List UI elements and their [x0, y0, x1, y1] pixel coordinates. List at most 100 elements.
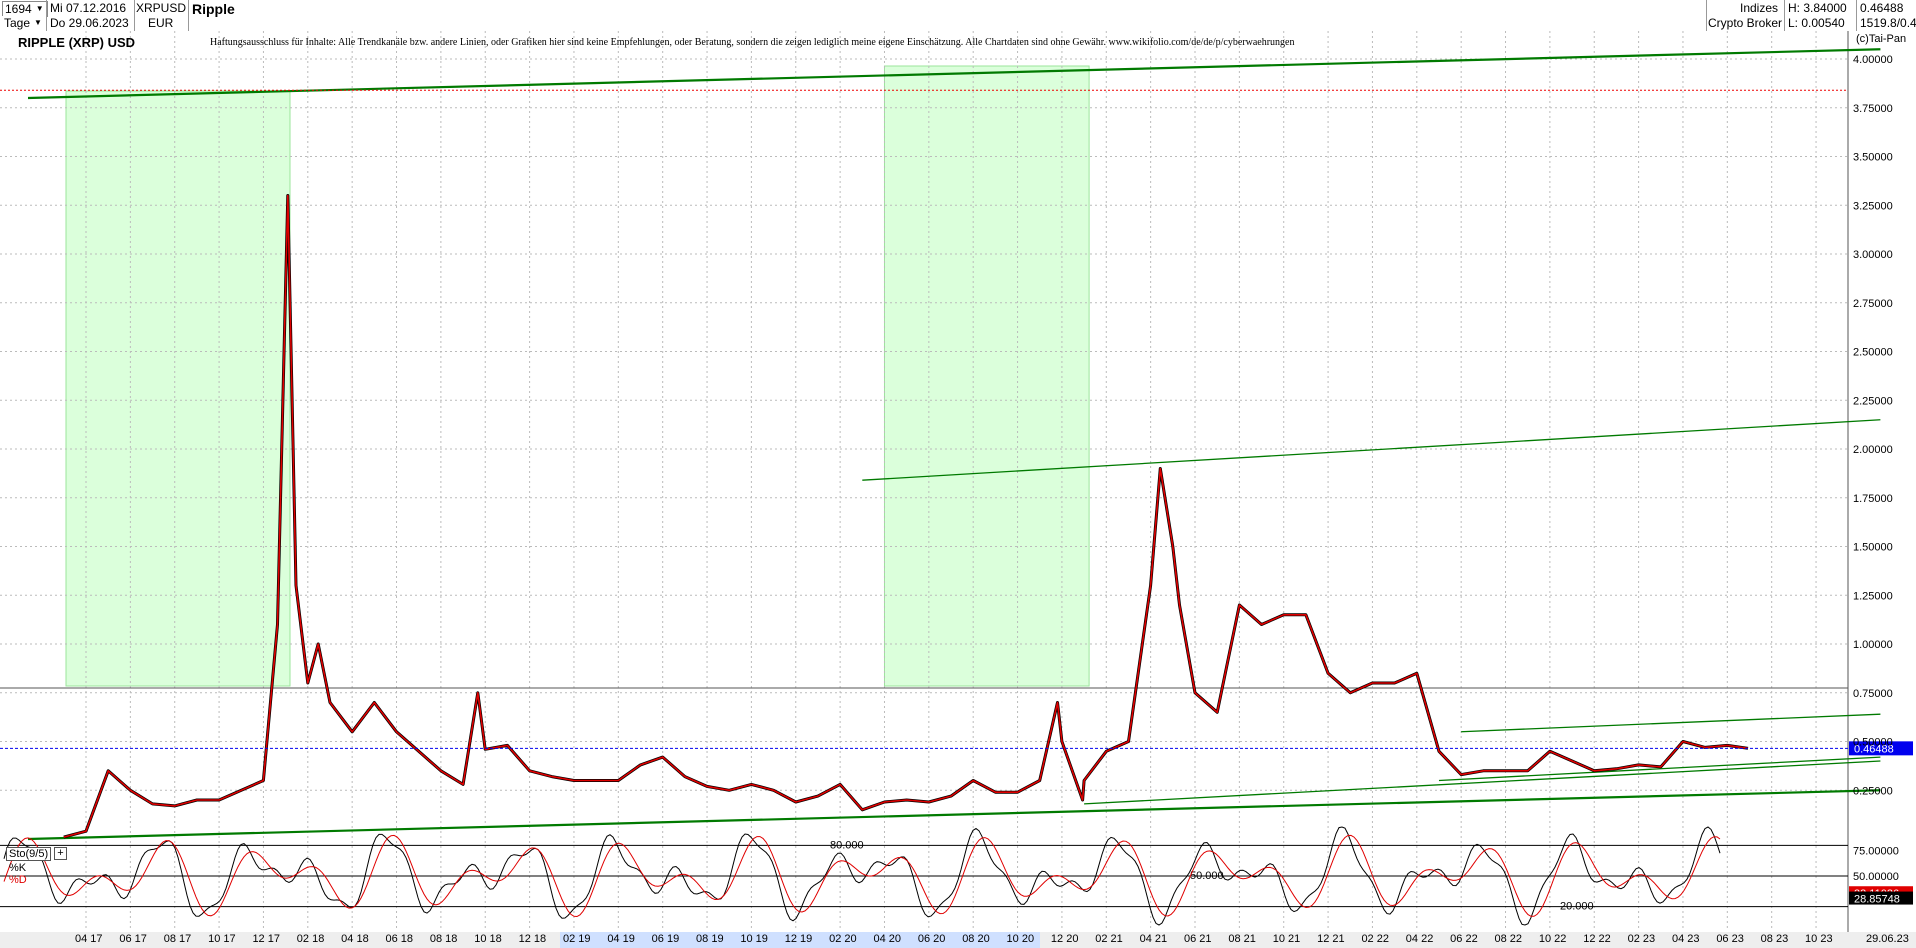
d-legend: %D: [9, 874, 27, 886]
y-tick-label: 3.50000: [1853, 152, 1893, 164]
x-tick-label: 08 23: [1761, 933, 1789, 945]
x-tick-label: 06 18: [386, 933, 414, 945]
x-tick-label: 12 18: [519, 933, 547, 945]
y-tick-label: 1.75000: [1853, 493, 1893, 505]
chevron-down-icon: ▼: [35, 4, 44, 13]
x-axis-band: [560, 932, 1040, 948]
y-tick-label: 2.50000: [1853, 347, 1893, 359]
x-tick-label: 06 23: [1716, 933, 1744, 945]
header-divider: [1706, 0, 1707, 31]
x-tick-label: 06 21: [1184, 933, 1212, 945]
y-tick-label: 2.00000: [1853, 444, 1893, 456]
x-tick-label: 02 19: [563, 933, 591, 945]
x-tick-label: 12 19: [785, 933, 813, 945]
y-tick-label: 1.25000: [1853, 590, 1893, 602]
header-divider: [1856, 0, 1857, 31]
x-tick-label: 10 21: [1273, 933, 1301, 945]
x-tick-label: 12 20: [1051, 933, 1079, 945]
x-tick-label: 10 18: [474, 933, 502, 945]
price-series: [63, 194, 1749, 839]
currency: EUR: [148, 16, 174, 30]
highlight-zone: [65, 90, 291, 687]
source: Crypto Broker: [1708, 16, 1783, 30]
y-tick-label: 2.25000: [1853, 395, 1893, 407]
current-value-box: [1849, 741, 1913, 756]
count-combo[interactable]: 1694 ▼: [2, 1, 48, 17]
x-tick-label: 10 23: [1805, 933, 1833, 945]
extra-value: 1519.8/0.4: [1860, 16, 1916, 30]
header-divider: [188, 0, 189, 31]
x-tick-label: 10 22: [1539, 933, 1567, 945]
x-tick-label: 04 19: [607, 933, 635, 945]
high-label: H: 3.84000: [1788, 1, 1847, 15]
y-tick-label: 3.25000: [1853, 200, 1893, 212]
symbol: XRPUSD: [136, 1, 187, 15]
y-tick-label: 4.00000: [1853, 54, 1893, 66]
watermark: (c)Tai-Pan: [1856, 33, 1907, 45]
x-tick-label: 06 22: [1450, 933, 1478, 945]
sto-label[interactable]: Sto(9/5): [6, 847, 52, 861]
last-value: 0.46488: [1860, 1, 1904, 15]
x-tick-label: 08 18: [430, 933, 458, 945]
x-tick-label: 10 20: [1007, 933, 1035, 945]
y-tick-label: 0.75000: [1853, 688, 1893, 700]
osc-d-line: [3, 834, 1721, 918]
y-tick-label: 2.75000: [1853, 298, 1893, 310]
d-value-box: [1849, 891, 1913, 905]
date-to: Do 29.06.2023: [50, 16, 129, 30]
d-value-label: 28.85748: [1854, 894, 1900, 906]
y-tick-label: 3.75000: [1853, 103, 1893, 115]
date-from: Mi 07.12.2016: [50, 1, 127, 15]
header-divider: [134, 0, 135, 31]
header-divider: [1784, 0, 1785, 31]
highlight-zone: [883, 65, 1090, 687]
x-tick-label: 02 22: [1361, 933, 1389, 945]
osc-level-label: 50.000: [1190, 870, 1224, 882]
reference-lines: 0.46488: [0, 89, 1913, 756]
category: Indizes: [1740, 1, 1779, 15]
x-tick-label: 12 21: [1317, 933, 1345, 945]
period-value: Tage: [4, 16, 31, 30]
chart-title: RIPPLE (XRP) USD: [18, 35, 136, 50]
disclaimer: Haftungsausschluss für Inhalte: Alle Tre…: [210, 37, 1295, 48]
osc-y-tick: 75.00000: [1853, 846, 1899, 858]
period-combo[interactable]: Tage ▼: [2, 16, 46, 30]
low-label: L: 0.00540: [1788, 16, 1845, 30]
trend-line: [27, 789, 1881, 841]
current-value-label: 0.46488: [1854, 743, 1894, 755]
x-tick-label: 04 21: [1140, 933, 1168, 945]
x-tick-label: 02 21: [1095, 933, 1123, 945]
stochastic-panel: 80.00050.00020.00075.0000050.0000033.110…: [0, 826, 1913, 926]
x-tick-label: 08 19: [696, 933, 724, 945]
trend-line: [1084, 760, 1881, 805]
x-tick-label: 08 22: [1495, 933, 1523, 945]
x-tick-label: 10 17: [208, 933, 236, 945]
osc-y-tick: 50.00000: [1853, 871, 1899, 883]
x-tick-label: 06 17: [119, 933, 147, 945]
osc-level-label: 80.000: [830, 839, 864, 851]
x-tick-label: 10 19: [740, 933, 768, 945]
trend-line: [862, 419, 1881, 481]
plus-icon[interactable]: +: [54, 847, 67, 860]
y-tick-label: 1.00000: [1853, 639, 1893, 651]
x-tick-label: 02 18: [297, 933, 325, 945]
count-value: 1694: [5, 2, 32, 16]
trend-line: [1438, 756, 1881, 782]
x-tick-label: 02 20: [829, 933, 857, 945]
trend-line: [1461, 713, 1881, 733]
x-tick-label: 08 21: [1228, 933, 1256, 945]
x-tick-label: 04 17: [75, 933, 103, 945]
x-end-label: 29.06.23: [1866, 933, 1909, 945]
y-tick-label: 3.00000: [1853, 249, 1893, 261]
x-tick-label: 12 22: [1583, 933, 1611, 945]
osc-level-label: 20.000: [1560, 901, 1594, 913]
chart: 0.46488 4.00000 3.75000 3.50000 3.25000 3.00…: [0, 31, 1916, 948]
price-line: [63, 194, 1749, 838]
x-tick-label: 04 23: [1672, 933, 1700, 945]
x-tick-label: 08 17: [164, 933, 192, 945]
header-bar: 1694 ▼ Mi 07.12.2016 XRPUSD Ripple Tage ▼ …: [0, 0, 1916, 32]
x-tick-label: 06 19: [652, 933, 680, 945]
x-tick-label: 04 22: [1406, 933, 1434, 945]
highlight-zones: [65, 65, 1090, 687]
x-tick-label: 12 17: [252, 933, 280, 945]
